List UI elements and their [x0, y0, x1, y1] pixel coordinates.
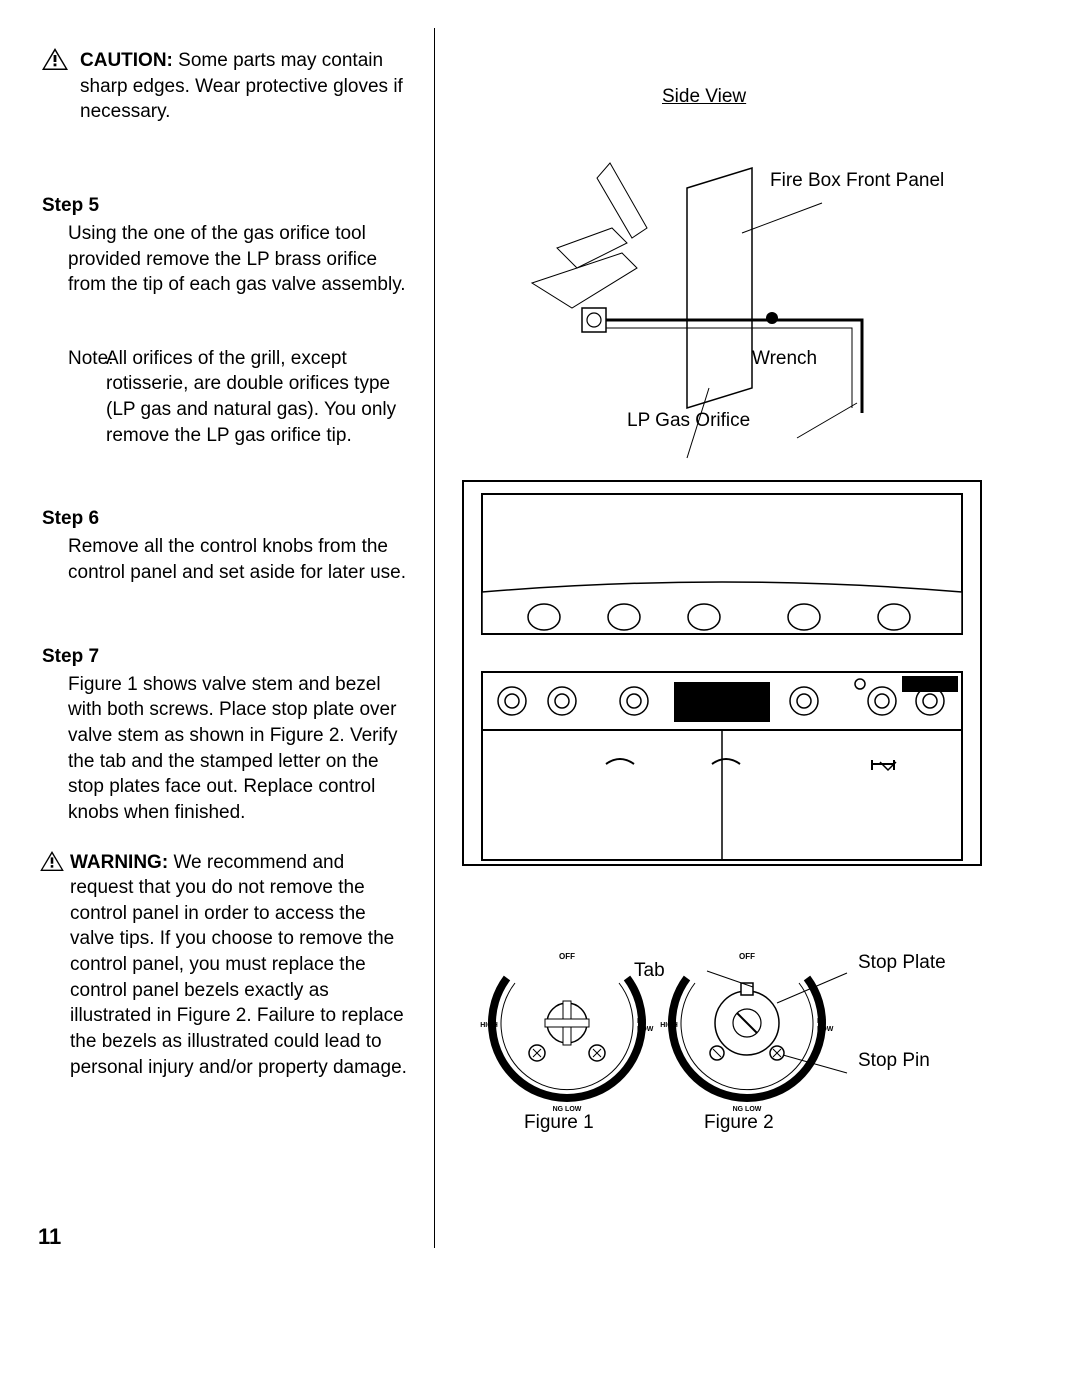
step-body: Figure 1 shows valve stem and bezel with… [42, 672, 412, 826]
step-note: Note: All orifices of the grill, except … [42, 346, 412, 449]
svg-text:HIGH: HIGH [480, 1022, 498, 1029]
step-title: Step 6 [42, 508, 412, 530]
tab-label: Tab [634, 960, 665, 982]
step-body: Remove all the control knobs from the co… [42, 534, 412, 585]
caution-text: CAUTION: Some parts may contain sharp ed… [80, 48, 412, 125]
stop-pin-label: Stop Pin [858, 1050, 930, 1072]
side-view-label: Side View [662, 86, 746, 108]
figure1-label: Figure 1 [524, 1112, 594, 1134]
step-title: Step 5 [42, 195, 412, 217]
svg-text:LOW: LOW [637, 1026, 654, 1033]
svg-text:LP: LP [817, 1018, 826, 1025]
lp-gas-label: LP Gas Orifice [627, 410, 750, 432]
stop-plate-label: Stop Plate [858, 952, 946, 974]
svg-text:OFF: OFF [739, 952, 755, 961]
svg-text:LOW: LOW [817, 1026, 834, 1033]
svg-text:HIGH: HIGH [660, 1022, 678, 1029]
caution-label: CAUTION: [80, 50, 173, 71]
firebox-label: Fire Box Front Panel [770, 170, 944, 192]
left-column: CAUTION: Some parts may contain sharp ed… [42, 48, 412, 1080]
caution-block: CAUTION: Some parts may contain sharp ed… [42, 48, 412, 125]
warning-triangle-icon [40, 851, 64, 871]
wrench-label: Wrench [752, 348, 817, 370]
warning-triangle-icon [42, 48, 68, 70]
warning-label: WARNING: [70, 852, 168, 873]
step-5: Step 5 Using the one of the gas orifice … [42, 195, 412, 448]
warning-block: WARNING: We recommend and request that y… [42, 850, 412, 1081]
column-divider [434, 28, 435, 1248]
grill-front-diagram [462, 480, 982, 866]
step-body: Using the one of the gas orifice tool pr… [42, 221, 412, 298]
figure2-label: Figure 2 [704, 1112, 774, 1134]
page-number: 11 [38, 1224, 61, 1250]
step-7: Step 7 Figure 1 shows valve stem and bez… [42, 646, 412, 826]
note-label: Note: [42, 346, 106, 449]
svg-text:LP: LP [637, 1018, 646, 1025]
note-text: All orifices of the grill, except rotiss… [106, 346, 412, 449]
warning-body: We recommend and request that you do not… [70, 852, 407, 1078]
step-title: Step 7 [42, 646, 412, 668]
step-6: Step 6 Remove all the control knobs from… [42, 508, 412, 585]
svg-text:OFF: OFF [559, 952, 575, 961]
